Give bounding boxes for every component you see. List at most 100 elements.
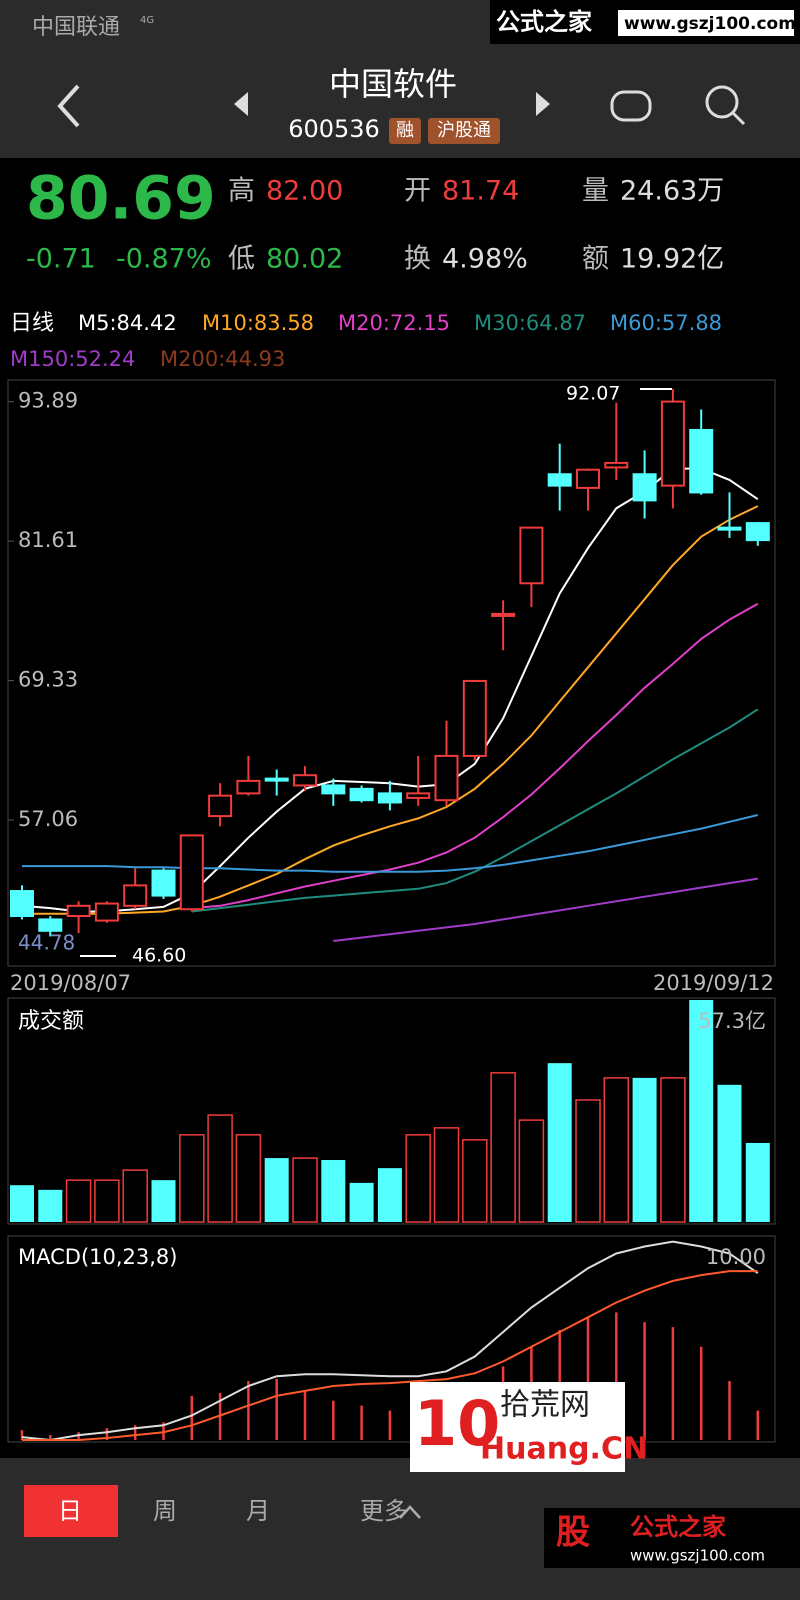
field-label: 开 [404, 176, 431, 207]
field-label: 高 [228, 176, 255, 207]
candle-body [179, 834, 204, 911]
candle-body [38, 918, 63, 932]
volume-bar [660, 1077, 686, 1223]
volume-bar [10, 1185, 34, 1222]
period: 日线 [10, 311, 54, 336]
tab[interactable]: 周 [153, 1497, 177, 1525]
macd-line [22, 1270, 758, 1441]
ma-legend: M10:83.58 [202, 311, 314, 335]
volume-bar [575, 1099, 601, 1223]
volume-bar [151, 1180, 176, 1222]
volume-bar [264, 1158, 289, 1222]
candle-body [519, 526, 544, 585]
watermark-bg [544, 1508, 800, 1568]
candle-body [632, 473, 657, 502]
volume-bar [349, 1182, 374, 1222]
candle-body [264, 777, 289, 782]
network: 4G [140, 15, 154, 26]
y-tick-label: 69.33 [18, 668, 78, 692]
change-pct: -0.87% [116, 244, 212, 275]
field-label: 低 [228, 244, 255, 275]
watermark-name: 拾荒网 [500, 1388, 590, 1423]
candle-body [406, 792, 431, 799]
ma-legend: M20:72.15 [338, 311, 450, 335]
volume-bar [518, 1119, 545, 1223]
field-label: 量 [582, 176, 609, 207]
low-label: 44.78 [18, 931, 75, 955]
robot-button[interactable] [610, 90, 652, 122]
badge-bg [428, 118, 500, 144]
watermark-num: 10 [414, 1387, 500, 1460]
ma-legend: M150:52.24 [10, 347, 135, 371]
candle-body [604, 461, 629, 469]
tab[interactable]: 日 [58, 1497, 82, 1525]
stock-code: 600536 [288, 115, 380, 143]
tab[interactable]: 更多 [360, 1497, 408, 1525]
volume-bar [745, 1142, 770, 1222]
macd-frame [7, 1235, 776, 1443]
candle-body [434, 754, 459, 802]
volume-frame [7, 997, 776, 1225]
volume-bar [462, 1139, 488, 1223]
watermark-icon: 股 [556, 1513, 590, 1553]
stock-name: 中国软件 [329, 65, 457, 103]
macd-title: MACD(10,23,8) [18, 1245, 178, 1269]
y-tick-label: 93.89 [18, 389, 78, 413]
candle-body [745, 522, 770, 542]
field-value: 81.74 [442, 176, 519, 207]
volume-bar [490, 1072, 516, 1223]
field-value: 4.98% [442, 244, 528, 275]
volume-bar [433, 1127, 460, 1223]
ma-legend: M30:64.87 [474, 311, 586, 335]
prev-stock[interactable] [234, 92, 248, 116]
price-frame [7, 379, 776, 967]
volume-bar [689, 1000, 714, 1222]
ma-line [21, 467, 759, 913]
candle-body [151, 869, 176, 897]
watermark-url: www.gszj100.com [630, 1547, 765, 1565]
candle-body [293, 774, 317, 787]
volume-bar [179, 1134, 205, 1223]
field-label: 换 [404, 244, 431, 275]
watermark: 公式之家 [496, 8, 592, 36]
macd-max: 10.00 [706, 1245, 766, 1269]
ma-line [191, 708, 759, 913]
candle-body [660, 400, 685, 487]
candle-body [321, 784, 346, 795]
candle-body [123, 884, 148, 907]
search-button[interactable] [705, 85, 739, 119]
next-stock[interactable] [536, 92, 550, 116]
ma-legend: M5:84.42 [78, 311, 177, 335]
badge-bg [389, 118, 421, 144]
tab-active-bg [24, 1485, 118, 1537]
volume-bar [632, 1077, 657, 1222]
candle-body [66, 904, 91, 918]
change: -0.71 [26, 244, 96, 275]
watermark-box [618, 10, 794, 36]
x-end: 2019/09/12 [653, 971, 774, 995]
candle-body [208, 794, 233, 818]
candle-body [547, 473, 572, 487]
candle-body [576, 468, 600, 489]
high-label: 92.07 [566, 383, 620, 405]
candle-body [377, 792, 402, 804]
tab[interactable]: 月 [246, 1497, 270, 1525]
watermark-name: 公式之家 [630, 1513, 726, 1541]
volume-bar [94, 1179, 120, 1223]
candle-body [94, 902, 119, 922]
volume-bar [547, 1063, 572, 1222]
candle-body [349, 787, 374, 802]
field-value: 82.00 [266, 176, 343, 207]
candle-body [10, 890, 34, 918]
back-button[interactable] [57, 84, 80, 128]
ma-legend: M60:57.88 [610, 311, 722, 335]
volume-max: 57.3亿 [698, 1009, 766, 1033]
ma-line [333, 877, 758, 942]
ma-legend: M200:44.93 [160, 347, 285, 371]
candle-body [462, 679, 487, 757]
ma-line [191, 602, 759, 910]
field-value: 80.02 [266, 244, 343, 275]
price: 80.69 [26, 164, 216, 234]
field-value: 19.92亿 [620, 244, 724, 275]
